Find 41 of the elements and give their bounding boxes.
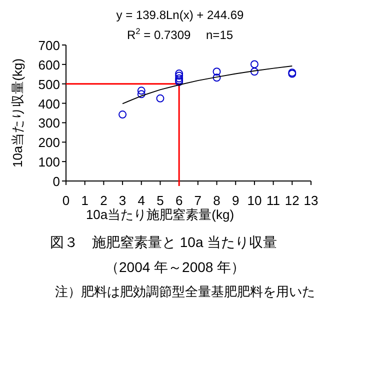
x-axis-title: 10a当たり施肥窒素量(kg)	[86, 207, 234, 222]
text: R$^{2}$ = 0.7309 n=15	[126, 26, 234, 42]
text: （2004 年～2008 年）	[105, 259, 246, 275]
x-tick-label: 9	[232, 193, 240, 208]
caption: 図３ 施肥窒素量と 10a 当たり収量	[50, 234, 278, 250]
y-tick-label: 0	[52, 174, 60, 189]
x-tick-label: 2	[100, 193, 108, 208]
x-tick-label: 4	[138, 193, 145, 208]
text: y = 139.8Ln(x) + 244.69	[116, 8, 244, 22]
point	[175, 74, 184, 82]
point	[137, 90, 146, 98]
point	[156, 94, 164, 102]
x-tick-label: 1	[81, 193, 88, 208]
point	[137, 86, 146, 95]
point	[175, 72, 184, 80]
x-tick-label: 5	[156, 193, 164, 208]
text: 注）肥料は肥効調節型全量基肥肥料を用いた	[55, 284, 315, 299]
x-tick-label: 7	[194, 193, 202, 208]
y-tick-label: 300	[38, 116, 60, 131]
y-axis-title: 10a当たり収量(kg)	[10, 58, 25, 168]
point	[212, 74, 221, 82]
y-tick-label: 700	[38, 38, 60, 53]
point	[250, 60, 258, 68]
x-tick-label: 12	[284, 193, 300, 208]
x-tick-label: 10	[247, 193, 262, 208]
x-tick-label: 0	[62, 193, 70, 208]
point	[118, 110, 127, 119]
y-tick-label: 500	[38, 76, 60, 92]
y-tick-label: 600	[38, 57, 60, 72]
point	[175, 70, 184, 78]
x-tick-label: 3	[118, 193, 126, 208]
y-tick-label: 100	[38, 154, 60, 170]
line-series	[122, 65, 293, 104]
y-tick-label: 200	[38, 135, 60, 150]
point	[212, 68, 221, 76]
x-tick-label: 8	[213, 193, 220, 208]
y-tick-label: 400	[38, 96, 60, 112]
x-tick-label: 13	[304, 193, 318, 208]
x-tick-label: 11	[266, 193, 280, 208]
point	[250, 68, 258, 76]
x-tick-label: 6	[175, 193, 183, 208]
